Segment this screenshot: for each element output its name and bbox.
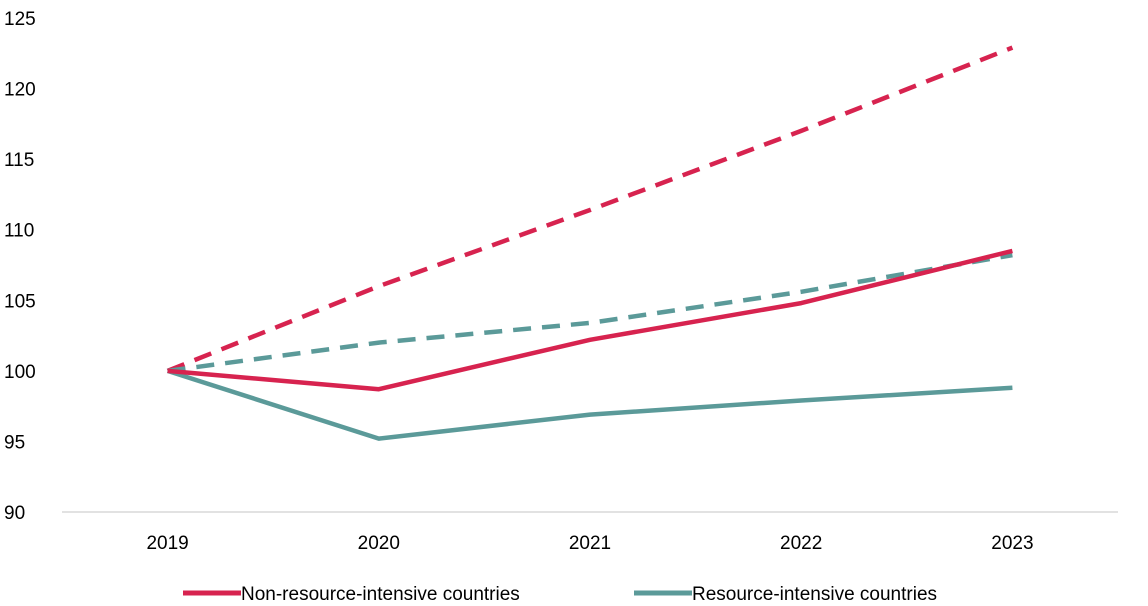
- x-axis: 2019 2020 2021 2022 2023: [62, 511, 1118, 554]
- dashed-series-line: [166, 45, 1014, 373]
- x-tick-label: 2021: [569, 533, 611, 554]
- y-tick-label: 115: [4, 150, 34, 171]
- y-axis: 90 95 100 105 110 115 120 125: [4, 9, 36, 524]
- x-tick-label: 2020: [358, 533, 400, 554]
- x-tick-label: 2023: [991, 533, 1033, 554]
- y-tick-label: 100: [4, 362, 36, 383]
- legend-label: Resource-intensive countries: [692, 584, 937, 605]
- x-tick-label: 2019: [146, 533, 188, 554]
- y-tick-label: 95: [4, 432, 25, 453]
- legend: Non-resource-intensive countries Resource…: [183, 584, 937, 605]
- legend-label: Non-resource-intensive countries: [241, 584, 520, 605]
- y-tick-label: 90: [4, 503, 25, 524]
- series-line: [167, 248, 1013, 392]
- y-tick-label: 110: [4, 221, 34, 242]
- x-tick-label: 2022: [780, 533, 822, 554]
- y-tick-label: 120: [4, 80, 36, 101]
- y-tick-label: 125: [4, 9, 36, 30]
- series-line: [166, 368, 1013, 441]
- y-tick-label: 105: [4, 291, 36, 312]
- dashed-series-line: [167, 252, 1013, 374]
- series-layer: [166, 45, 1014, 441]
